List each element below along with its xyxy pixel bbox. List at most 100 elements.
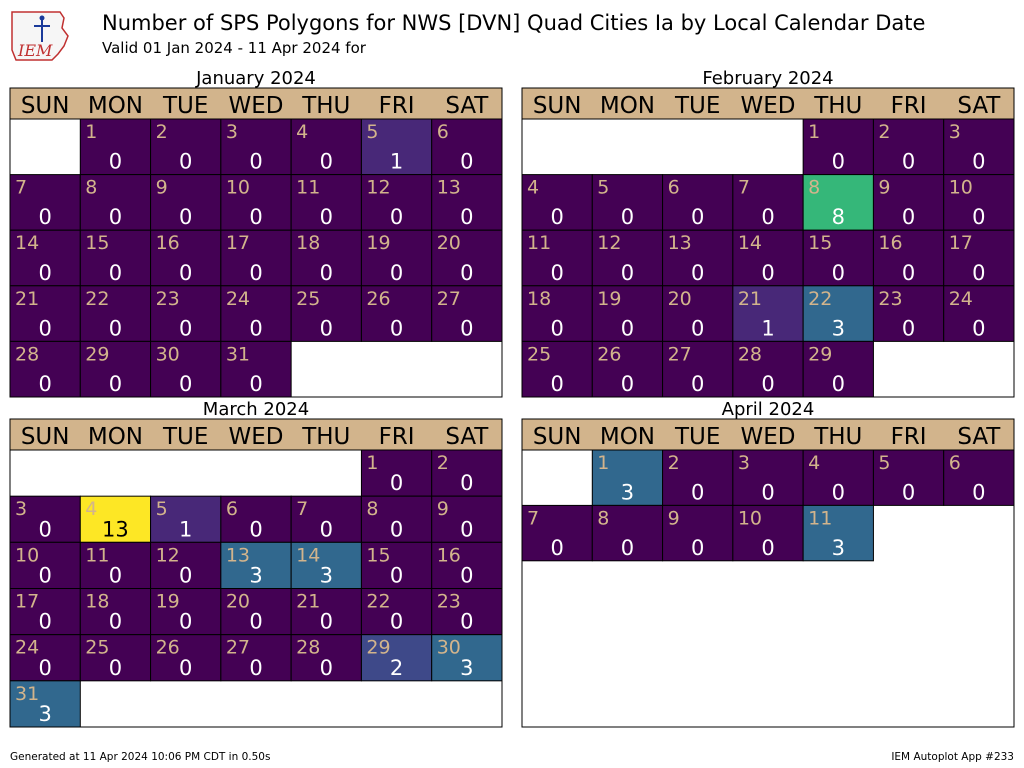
day-count: 0 (621, 372, 634, 396)
day-count: 0 (550, 261, 563, 285)
weekday-label: TUE (162, 424, 208, 450)
day-count: 0 (109, 261, 122, 285)
day-cell (662, 340, 734, 398)
day-number: 1 (85, 121, 97, 143)
weekday-label: MON (88, 424, 143, 450)
day-count: 0 (972, 480, 985, 504)
day-cell (79, 118, 152, 176)
day-cell (290, 495, 362, 543)
day-cell (290, 541, 362, 589)
day-count: 0 (691, 316, 704, 340)
day-count: 0 (179, 656, 192, 680)
weekday-label: MON (600, 93, 655, 119)
day-cell (290, 285, 362, 342)
day-count: 0 (832, 480, 845, 504)
day-cell (521, 504, 593, 562)
day-count: 0 (38, 564, 51, 588)
day-count: 0 (761, 261, 774, 285)
day-cell (9, 285, 81, 342)
day-cell (150, 495, 222, 543)
day-count: 1 (179, 517, 192, 541)
day-number: 18 (85, 591, 109, 613)
day-cell (360, 495, 433, 543)
day-count: 0 (38, 656, 51, 680)
day-count: 0 (320, 150, 333, 174)
day-cell (802, 285, 874, 342)
day-count: 3 (621, 480, 634, 504)
day-cell (150, 229, 222, 287)
day-number: 6 (226, 498, 238, 520)
weekday-label: FRI (379, 424, 415, 450)
day-count: 0 (460, 261, 473, 285)
day-count: 0 (179, 205, 192, 229)
day-count: 0 (460, 610, 473, 634)
day-number: 7 (15, 177, 27, 199)
day-count: 3 (38, 702, 51, 726)
day-number: 19 (366, 232, 390, 254)
day-number: 5 (878, 452, 890, 474)
day-cell (591, 340, 664, 398)
day-count: 3 (460, 656, 473, 680)
day-count: 0 (902, 150, 915, 174)
day-count: 3 (832, 316, 845, 340)
day-cell (220, 495, 292, 543)
day-number: 31 (15, 683, 39, 705)
day-number: 14 (296, 544, 320, 566)
day-number: 3 (15, 498, 27, 520)
day-count: 0 (109, 564, 122, 588)
weekday-label: TUE (162, 93, 208, 119)
day-count: 0 (249, 610, 262, 634)
day-count: 0 (761, 205, 774, 229)
day-number: 20 (226, 591, 250, 613)
day-count: 0 (249, 656, 262, 680)
day-count: 0 (460, 150, 473, 174)
day-number: 8 (85, 177, 97, 199)
day-number: 27 (437, 288, 461, 310)
day-number: 29 (366, 637, 390, 659)
day-count: 0 (460, 316, 473, 340)
day-number: 21 (738, 288, 762, 310)
day-cell (732, 504, 804, 562)
weekday-label: WED (229, 424, 284, 450)
day-cell (802, 449, 874, 506)
day-number: 1 (366, 452, 378, 474)
day-count: 0 (390, 564, 403, 588)
day-number: 4 (808, 452, 820, 474)
day-number: 16 (437, 544, 461, 566)
day-cell (943, 285, 1015, 342)
day-number: 28 (296, 637, 320, 659)
weekday-label: SUN (533, 93, 582, 119)
day-count: 0 (621, 316, 634, 340)
iem-logo-text: IEM (17, 41, 53, 60)
day-cell (220, 588, 292, 636)
day-cell (431, 229, 503, 287)
day-count: 1 (390, 150, 403, 174)
day-number: 6 (437, 121, 449, 143)
day-cell (9, 680, 81, 728)
day-count: 0 (390, 261, 403, 285)
day-cell (521, 229, 593, 287)
day-count: 8 (832, 205, 845, 229)
day-cell (732, 285, 804, 342)
day-count: 0 (249, 205, 262, 229)
weekday-label: THU (301, 424, 350, 450)
day-cell (79, 229, 152, 287)
day-cell (431, 449, 503, 497)
day-count: 0 (249, 517, 262, 541)
day-number: 11 (527, 232, 551, 254)
day-number: 6 (668, 177, 680, 199)
day-number: 2 (668, 452, 680, 474)
day-count: 0 (902, 205, 915, 229)
day-cell (79, 634, 152, 682)
day-count: 0 (621, 205, 634, 229)
day-cell (802, 174, 874, 231)
month-title: February 2024 (702, 68, 833, 89)
day-cell (220, 174, 292, 231)
day-number: 1 (597, 452, 609, 474)
day-number: 10 (15, 544, 39, 566)
day-count: 0 (460, 564, 473, 588)
day-cell (79, 285, 152, 342)
day-count: 0 (832, 261, 845, 285)
day-number: 7 (738, 177, 750, 199)
weekday-label: FRI (891, 93, 927, 119)
